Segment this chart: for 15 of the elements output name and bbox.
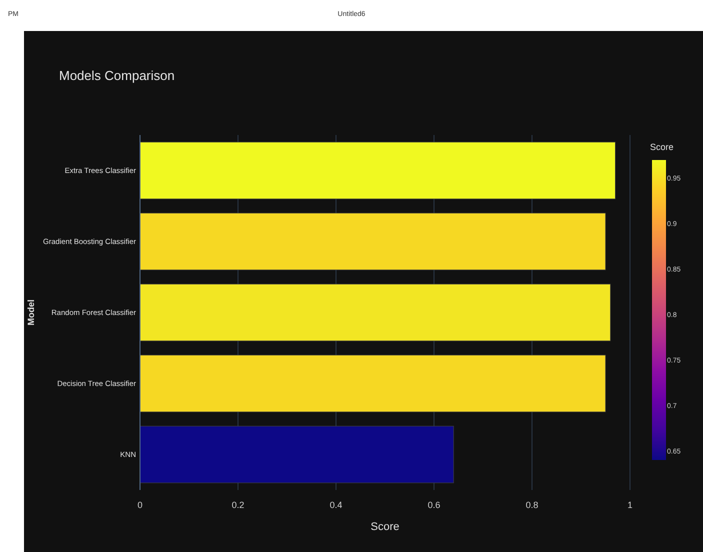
bar (140, 284, 611, 342)
bar (140, 212, 606, 270)
chart-title: Models Comparison (59, 68, 175, 83)
bar (140, 426, 454, 484)
x-tick-label: 0.6 (428, 500, 440, 510)
x-tick-label: 0.4 (330, 500, 342, 510)
bar (140, 354, 606, 412)
y-axis-title: Model (26, 300, 36, 326)
x-tick-label: 1 (627, 500, 633, 510)
bar (140, 142, 616, 200)
x-axis-title: Score (370, 521, 400, 533)
color-bar-title: Score (650, 142, 674, 152)
x-tick-label: 0 (137, 500, 143, 510)
x-tick-label: 0.2 (232, 500, 244, 510)
x-tick-label: 0.8 (526, 500, 538, 510)
